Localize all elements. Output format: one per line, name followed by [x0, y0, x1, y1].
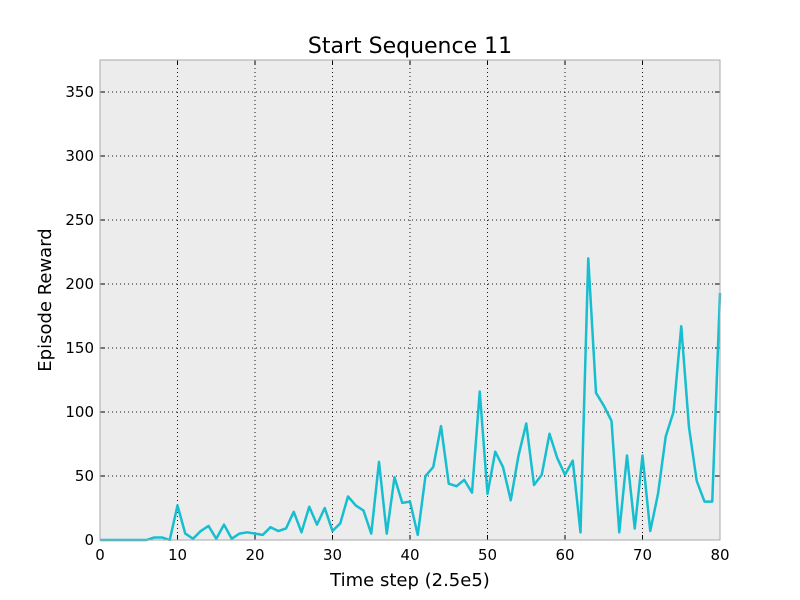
grid-lines: [100, 60, 720, 540]
series-layer: [100, 257, 722, 542]
y-tick-label: 100: [65, 403, 94, 421]
x-tick-label: 0: [95, 546, 105, 564]
x-tick-label: 10: [168, 546, 187, 564]
y-tick-label: 350: [65, 83, 94, 101]
series-line: [100, 257, 722, 542]
x-tick-label: 80: [710, 546, 729, 564]
y-axis-title: Episode Reward: [35, 228, 56, 371]
x-tick-label: 40: [400, 546, 419, 564]
x-axis-title: Time step (2.5e5): [329, 570, 490, 591]
x-tick-label: 60: [555, 546, 574, 564]
y-tick-label: 200: [65, 275, 94, 293]
x-tick-label: 20: [245, 546, 264, 564]
y-tick-label: 50: [75, 467, 94, 485]
y-tick-label: 250: [65, 211, 94, 229]
x-tick-label: 50: [478, 546, 497, 564]
y-tick-label: 300: [65, 147, 94, 165]
y-tick-label: 0: [84, 531, 94, 549]
y-tick-label: 150: [65, 339, 94, 357]
x-tick-label: 30: [323, 546, 342, 564]
x-tick-label: 70: [633, 546, 652, 564]
plot-frame: [99, 59, 721, 541]
chart-title: Start Sequence 11: [308, 34, 512, 59]
tick-labels: 0 10 20 30 40 50 60 70 80 0 50 100 150 200 250 300 350: [65, 83, 729, 564]
